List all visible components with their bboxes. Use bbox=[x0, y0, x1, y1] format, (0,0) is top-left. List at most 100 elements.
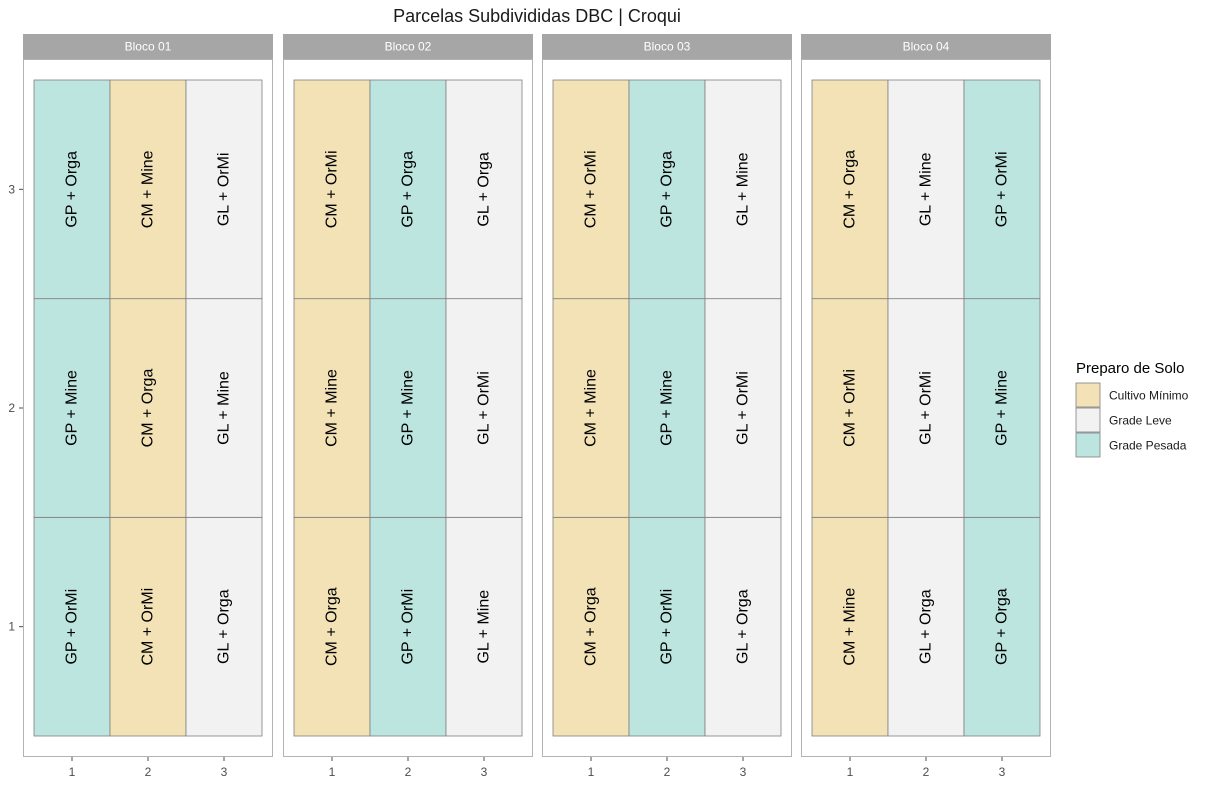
x-tick-label: 2 bbox=[405, 765, 412, 779]
x-tick-label: 1 bbox=[847, 765, 854, 779]
tile-label: GL + OrMi bbox=[216, 153, 233, 227]
plot-tile bbox=[185, 79, 263, 300]
tile-label: GP + Mine bbox=[400, 370, 417, 446]
plot-tile bbox=[887, 298, 965, 518]
plot-tile bbox=[628, 79, 706, 300]
tile-label: GL + Orga bbox=[735, 589, 752, 664]
y-tick-label: 3 bbox=[8, 182, 15, 196]
plot-tile bbox=[628, 516, 706, 737]
tile-label: GP + Mine bbox=[994, 370, 1011, 446]
x-tick-label: 1 bbox=[588, 765, 595, 779]
tile-label: CM + Mine bbox=[842, 588, 859, 666]
tile-label: GP + Orga bbox=[64, 151, 81, 228]
tile-label: CM + OrMi bbox=[842, 369, 859, 447]
plot-tile bbox=[811, 298, 889, 518]
facet-strip-bloco-04 bbox=[801, 34, 1051, 59]
tile-label: CM + Mine bbox=[140, 150, 157, 228]
facet-strip-bloco-03 bbox=[542, 34, 792, 59]
plot-tile bbox=[704, 298, 782, 518]
facet-bloco-01: Bloco 01 GP + OrMi GP + Mine GP + Orga CM + … bbox=[23, 34, 273, 779]
plot-tile bbox=[369, 516, 447, 737]
facet-strip-label: Bloco 02 bbox=[385, 40, 432, 54]
tile-label: GP + Mine bbox=[659, 370, 676, 446]
x-tick-label: 3 bbox=[999, 765, 1006, 779]
tile-label: CM + Orga bbox=[324, 587, 341, 666]
tile-label: GL + Mine bbox=[476, 590, 493, 664]
plot-tile bbox=[293, 298, 371, 518]
x-tick-label: 2 bbox=[145, 765, 152, 779]
tile-label: GL + OrMi bbox=[735, 371, 752, 445]
x-tick-label: 2 bbox=[923, 765, 930, 779]
tile-label: CM + Mine bbox=[324, 369, 341, 447]
y-tick-label: 1 bbox=[8, 620, 15, 634]
plot-tile bbox=[445, 79, 523, 300]
tile-label: GL + OrMi bbox=[918, 371, 935, 445]
plot-tile bbox=[369, 298, 447, 518]
facet-strip-bloco-02 bbox=[283, 34, 533, 59]
legend-label: Grade Leve bbox=[1109, 414, 1172, 428]
y-tick-label: 2 bbox=[8, 401, 15, 415]
x-tick-label: 3 bbox=[740, 765, 747, 779]
tile-label: CM + Orga bbox=[583, 587, 600, 666]
plot-tile bbox=[369, 79, 447, 300]
tile-label: CM + OrMi bbox=[583, 150, 600, 228]
tile-label: GP + Orga bbox=[994, 588, 1011, 665]
plot-tile bbox=[628, 298, 706, 518]
y-axis: 1 2 3 bbox=[8, 182, 23, 634]
plot-tile bbox=[704, 516, 782, 737]
tile-label: GL + Orga bbox=[476, 152, 493, 227]
plot-tile bbox=[811, 516, 889, 737]
plot-tile bbox=[887, 79, 965, 300]
plot-tile bbox=[33, 79, 111, 300]
facet-bloco-04: Bloco 04 CM + Mine CM + OrMi CM + Orga GL + … bbox=[801, 34, 1051, 779]
plot-tile bbox=[811, 79, 889, 300]
legend: Preparo de Solo Cultivo Mínimo Grade Leve… bbox=[1075, 360, 1189, 458]
x-tick-label: 3 bbox=[221, 765, 228, 779]
plot-tile bbox=[33, 298, 111, 518]
tile-label: GL + Mine bbox=[216, 371, 233, 445]
x-tick-label: 2 bbox=[664, 765, 671, 779]
tile-label: GL + OrMi bbox=[476, 371, 493, 445]
legend-label: Grade Pesada bbox=[1109, 439, 1187, 453]
x-tick-label: 3 bbox=[481, 765, 488, 779]
facet-strip-label: Bloco 01 bbox=[125, 40, 172, 54]
facet-strip-label: Bloco 04 bbox=[903, 40, 950, 54]
chart-title: Parcelas Subdivididas DBC | Croqui bbox=[393, 6, 681, 26]
plot-tile bbox=[109, 79, 187, 300]
tile-label: CM + OrMi bbox=[140, 588, 157, 666]
plot-tile bbox=[109, 516, 187, 737]
tile-label: GP + Orga bbox=[659, 151, 676, 228]
legend-title: Preparo de Solo bbox=[1076, 360, 1184, 377]
tile-label: GP + Mine bbox=[64, 370, 81, 446]
tile-label: GL + Mine bbox=[735, 152, 752, 226]
plot-tile bbox=[552, 79, 630, 300]
tile-label: GL + Orga bbox=[216, 589, 233, 664]
x-tick-label: 1 bbox=[69, 765, 76, 779]
plot-tile bbox=[704, 79, 782, 300]
facet-panels: Bloco 01 GP + OrMi GP + Mine GP + Orga CM + … bbox=[23, 34, 1051, 779]
tile-label: GL + Mine bbox=[918, 152, 935, 226]
facet-bloco-03: Bloco 03 CM + Orga CM + Mine CM + OrMi GP + … bbox=[542, 34, 792, 779]
legend-label: Cultivo Mínimo bbox=[1109, 389, 1189, 403]
plot-tile bbox=[552, 298, 630, 518]
tile-label: GP + OrMi bbox=[659, 589, 676, 665]
facet-strip-bloco-01 bbox=[23, 34, 273, 59]
tile-label: GP + OrMi bbox=[64, 589, 81, 665]
facet-strip-label: Bloco 03 bbox=[644, 40, 691, 54]
tile-label: CM + Orga bbox=[842, 150, 859, 229]
tile-label: GP + Orga bbox=[400, 151, 417, 228]
facet-bloco-02: Bloco 02 CM + Orga CM + Mine CM + OrMi GP + … bbox=[283, 34, 533, 779]
tile-label: CM + Mine bbox=[583, 369, 600, 447]
x-tick-label: 1 bbox=[329, 765, 336, 779]
tile-label: GP + OrMi bbox=[994, 151, 1011, 227]
plot-tile bbox=[185, 516, 263, 737]
tile-label: GP + OrMi bbox=[400, 589, 417, 665]
plot-tile bbox=[293, 79, 371, 300]
tile-label: GL + Orga bbox=[918, 589, 935, 664]
legend-key-cultivo-m-nimo bbox=[1075, 382, 1101, 408]
plot-tile bbox=[445, 516, 523, 737]
plot-tile bbox=[109, 298, 187, 518]
tile-label: CM + Orga bbox=[140, 369, 157, 448]
plot-tile bbox=[963, 79, 1041, 300]
